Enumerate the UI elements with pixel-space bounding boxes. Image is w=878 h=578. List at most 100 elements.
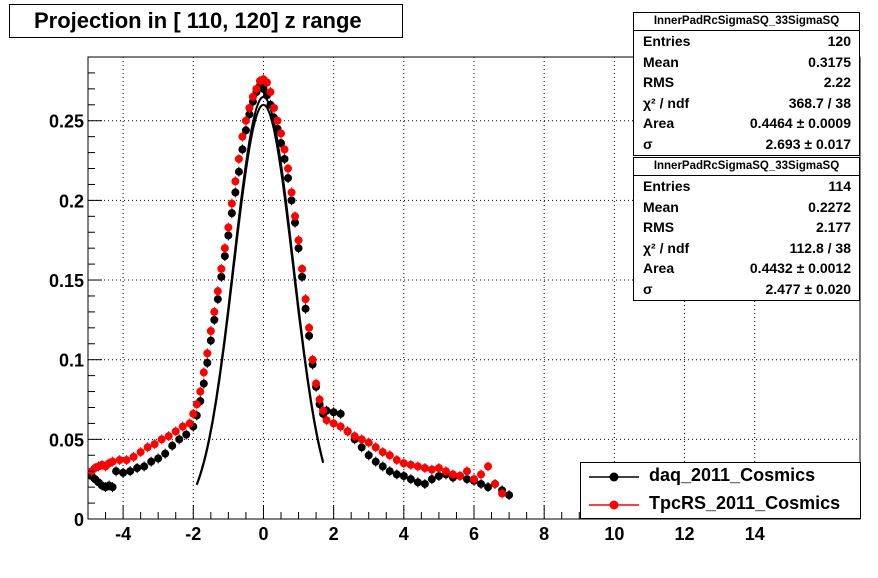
stats-key: RMS [643,74,675,91]
data-point [343,427,352,436]
stats-key: Entries [643,33,691,49]
legend-marker-daq [589,472,639,482]
stats-key: Area [643,260,675,277]
data-point [385,451,394,460]
data-point [357,435,366,444]
stats-key: χ² / ndf [643,94,690,111]
data-point [108,483,117,492]
fit-curves [195,95,325,486]
data-point [182,430,191,439]
data-point [371,457,380,466]
data-point [231,188,240,197]
data-point [178,422,187,431]
data-point [399,471,408,480]
data-point [329,408,338,417]
fit-curve [195,103,325,486]
data-point [133,464,142,473]
stats-box-title: InnerPadRcSigmaSQ_33SigmaSQ [634,158,859,176]
data-point [147,457,156,466]
data-point [273,116,282,125]
data-point [434,464,443,473]
data-point [203,349,212,358]
data-point [154,454,163,463]
x-tick-label: 12 [675,524,695,544]
data-point [126,467,135,476]
data-point [462,475,471,484]
legend-marker-tpcrs [589,500,639,510]
data-point [224,231,233,240]
data-point [196,387,205,396]
y-tick-label: 0.1 [59,351,84,371]
data-point [427,475,436,484]
data-point [217,272,226,281]
data-point [315,395,324,404]
data-point [115,456,124,465]
data-point [406,475,415,484]
stats-row: RMS 2.22 [634,72,859,93]
legend-entry-tpcrs: TpcRS_2011_Cosmics [581,491,860,519]
data-point [477,470,486,479]
stats-row: RMS 2.177 [634,217,859,238]
data-point [231,177,240,186]
data-point [378,448,387,457]
stats-row: χ² / ndf 112.8 / 38 [634,238,859,259]
data-point [136,448,145,457]
data-point [441,467,450,476]
y-tick-label: 0 [74,510,84,530]
data-point [210,315,219,324]
legend-label-daq: daq_2011_Cosmics [649,465,816,485]
data-point [203,358,212,367]
data-point [484,483,493,492]
stats-key: σ [643,135,653,152]
data-point [241,126,250,135]
data-point [259,84,268,93]
data-point [406,460,415,469]
data-point [206,327,215,336]
stats-row: Entries 120 [634,31,859,52]
data-point [189,409,198,418]
data-point [484,462,493,471]
data-point [227,209,236,218]
data-point [434,471,443,480]
x-tick-label: -2 [185,524,201,544]
data-point [171,427,180,436]
data-point [284,174,293,183]
data-point [498,489,507,498]
data-point [420,479,429,488]
data-point [322,416,331,425]
data-point [392,456,401,465]
x-tick-label: 4 [399,524,409,544]
data-points [87,74,514,501]
data-point [238,132,247,141]
data-point [199,379,208,388]
stats-value: 114 [828,178,851,194]
data-point [227,199,236,208]
data-point [298,264,307,273]
stats-value: 0.2272 [808,198,851,215]
data-point [505,491,514,500]
data-point [336,422,345,431]
data-point [470,475,478,484]
data-point [371,443,380,452]
data-point [150,440,159,449]
legend: daq_2011_Cosmics TpcRS_2011_Cosmics [580,462,861,519]
x-tick-label: -4 [115,524,131,544]
data-point [301,295,310,304]
data-point [420,464,429,473]
y-tick-label: 0.25 [49,112,84,132]
data-point [357,443,366,452]
data-point [336,409,345,418]
data-point [140,462,149,471]
data-point [220,252,229,261]
data-point [164,432,173,441]
stats-row: Mean 0.3175 [634,52,859,73]
stats-row: Entries 114 [634,176,859,197]
data-point [241,116,250,125]
stats-row: χ² / ndf 368.7 / 38 [634,93,859,114]
data-point [234,167,243,176]
data-point [455,471,464,480]
stats-value: 2.477 ± 0.020 [765,280,851,297]
data-point [217,264,226,273]
x-tick-label: 14 [745,524,765,544]
